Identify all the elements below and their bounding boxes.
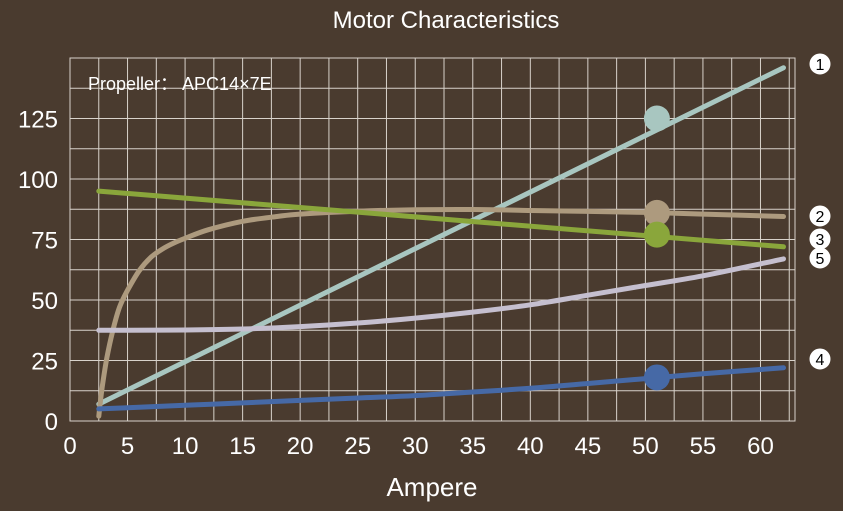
series-3-marker bbox=[643, 221, 670, 248]
x-tick-label: 25 bbox=[344, 433, 371, 460]
grid bbox=[69, 57, 796, 422]
plot-frame bbox=[69, 57, 796, 422]
series-4-marker bbox=[643, 364, 670, 391]
series-1-line bbox=[96, 65, 786, 407]
y-tick-label: 25 bbox=[31, 349, 58, 376]
series-labels: 1 2 3 4 5 bbox=[809, 53, 831, 370]
y-tick-label: 75 bbox=[31, 228, 58, 255]
tick-labels: 0 5 10 15 20 25 30 35 40 45 50 55 60 0 25 50 75 100 125 bbox=[18, 107, 774, 461]
series-label-circle bbox=[809, 53, 831, 75]
x-tick-label: 10 bbox=[172, 433, 199, 460]
chart-title: Motor Characteristics bbox=[333, 7, 560, 34]
x-tick-label: 45 bbox=[575, 433, 602, 460]
y-tick-label: 0 bbox=[45, 409, 58, 436]
x-tick-label: 60 bbox=[747, 433, 774, 460]
series-label-circle bbox=[809, 205, 831, 227]
x-tick-label: 15 bbox=[229, 433, 256, 460]
series-2-marker bbox=[643, 199, 670, 226]
x-tick-label: 5 bbox=[121, 433, 134, 460]
series-1-label: 1 bbox=[809, 53, 831, 75]
x-tick-label: 40 bbox=[517, 433, 544, 460]
series-5-label: 5 bbox=[809, 247, 831, 269]
series-2-line bbox=[96, 206, 786, 419]
propeller-annotation: Propeller： APC14×7E bbox=[88, 74, 272, 94]
y-tick-label: 100 bbox=[18, 167, 58, 194]
series-label-number: 3 bbox=[816, 232, 825, 249]
y-tick-label: 50 bbox=[31, 288, 58, 315]
series-4-label: 4 bbox=[809, 348, 831, 370]
x-tick-label: 55 bbox=[690, 433, 717, 460]
series bbox=[96, 65, 786, 419]
series-label-number: 4 bbox=[816, 352, 825, 369]
series-5-line bbox=[96, 256, 786, 333]
series-label-circle bbox=[809, 348, 831, 370]
series-label-number: 2 bbox=[816, 209, 825, 226]
x-tick-label: 50 bbox=[632, 433, 659, 460]
series-label-number: 1 bbox=[816, 57, 825, 74]
x-tick-label: 20 bbox=[287, 433, 314, 460]
x-tick-label: 30 bbox=[402, 433, 429, 460]
series-3-label: 3 bbox=[809, 228, 831, 250]
series-2-label: 2 bbox=[809, 205, 831, 227]
series-label-circle bbox=[809, 247, 831, 269]
x-tick-label: 35 bbox=[459, 433, 486, 460]
series-1-marker bbox=[643, 105, 670, 132]
x-tick-label: 0 bbox=[63, 433, 76, 460]
series-label-number: 5 bbox=[816, 251, 825, 268]
x-axis-label: Ampere bbox=[386, 472, 477, 502]
y-tick-label: 125 bbox=[18, 107, 58, 134]
